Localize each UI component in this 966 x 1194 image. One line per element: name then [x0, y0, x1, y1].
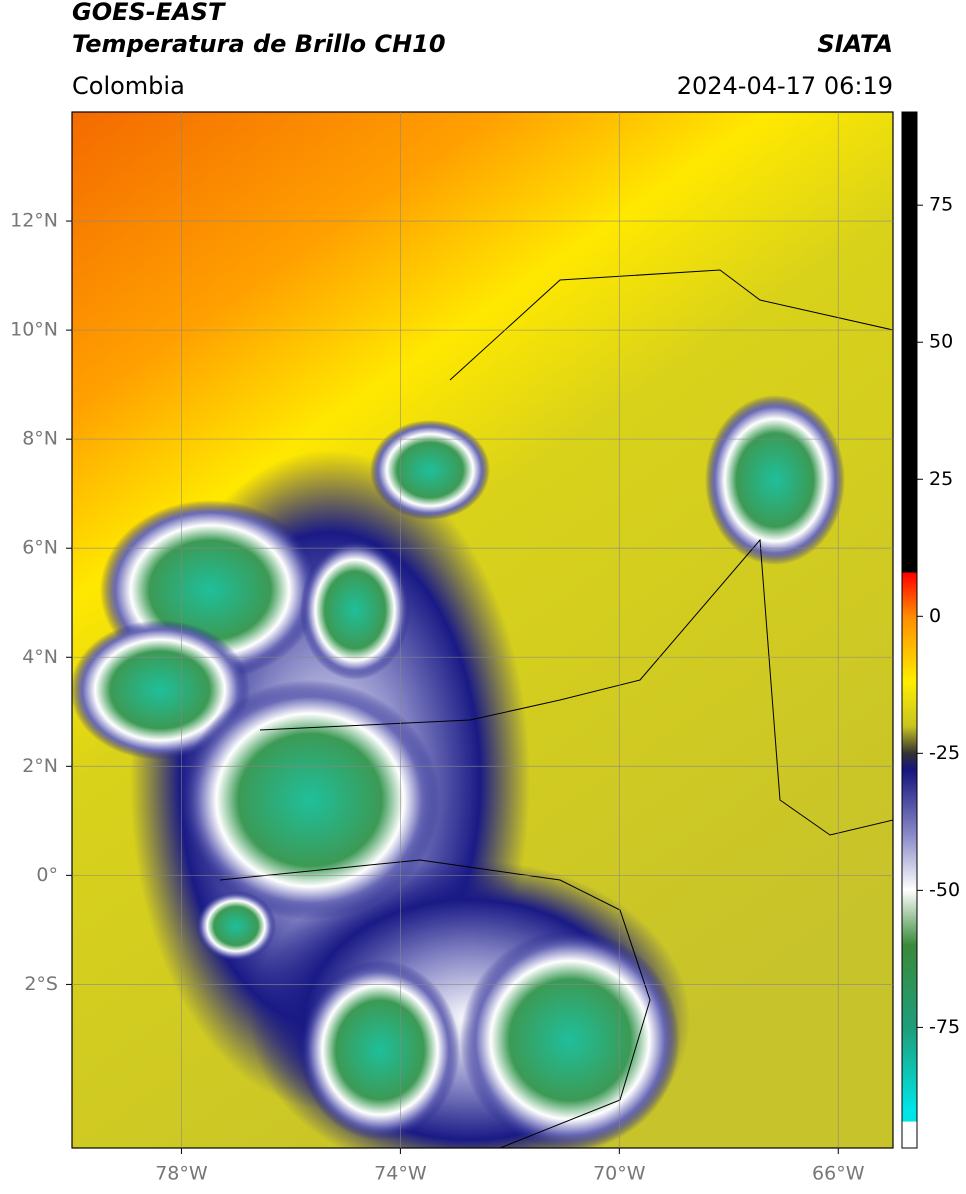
y-tick-label: 4°N — [22, 646, 58, 668]
colorbar-tick-label: -50 — [929, 879, 960, 901]
y-tick-label: 2°N — [22, 755, 58, 777]
y-tick-label: 10°N — [10, 319, 58, 341]
y-tick-label: 0° — [36, 864, 58, 886]
x-tick-label: 74°W — [374, 1163, 427, 1185]
colorbar-tick-label: -25 — [929, 742, 960, 764]
x-tick-label: 66°W — [812, 1163, 865, 1185]
satellite-image — [72, 112, 893, 1148]
title: GOES-EAST — [72, 0, 226, 26]
subtitle: Temperatura de Brillo CH10 — [72, 30, 446, 58]
colorbar-tick-label: 50 — [929, 331, 953, 353]
colorbar-tick-label: 0 — [929, 605, 941, 627]
y-tick-label: 12°N — [10, 210, 58, 232]
region: Colombia — [72, 72, 185, 100]
y-tick-label: 2°S — [24, 973, 58, 995]
colorbar — [901, 111, 918, 1149]
y-tick-label: 6°N — [22, 537, 58, 559]
colorbar-tick-label: 75 — [929, 194, 953, 216]
y-tick-label: 8°N — [22, 428, 58, 450]
colorbar-tick-label: 25 — [929, 468, 953, 490]
map-frame — [71, 111, 894, 1149]
x-tick-label: 70°W — [593, 1163, 646, 1185]
datetime: 2024-04-17 06:19 — [677, 72, 893, 100]
colorbar-tick-label: -75 — [929, 1016, 960, 1038]
source: SIATA — [817, 30, 893, 58]
x-tick-label: 78°W — [155, 1163, 208, 1185]
